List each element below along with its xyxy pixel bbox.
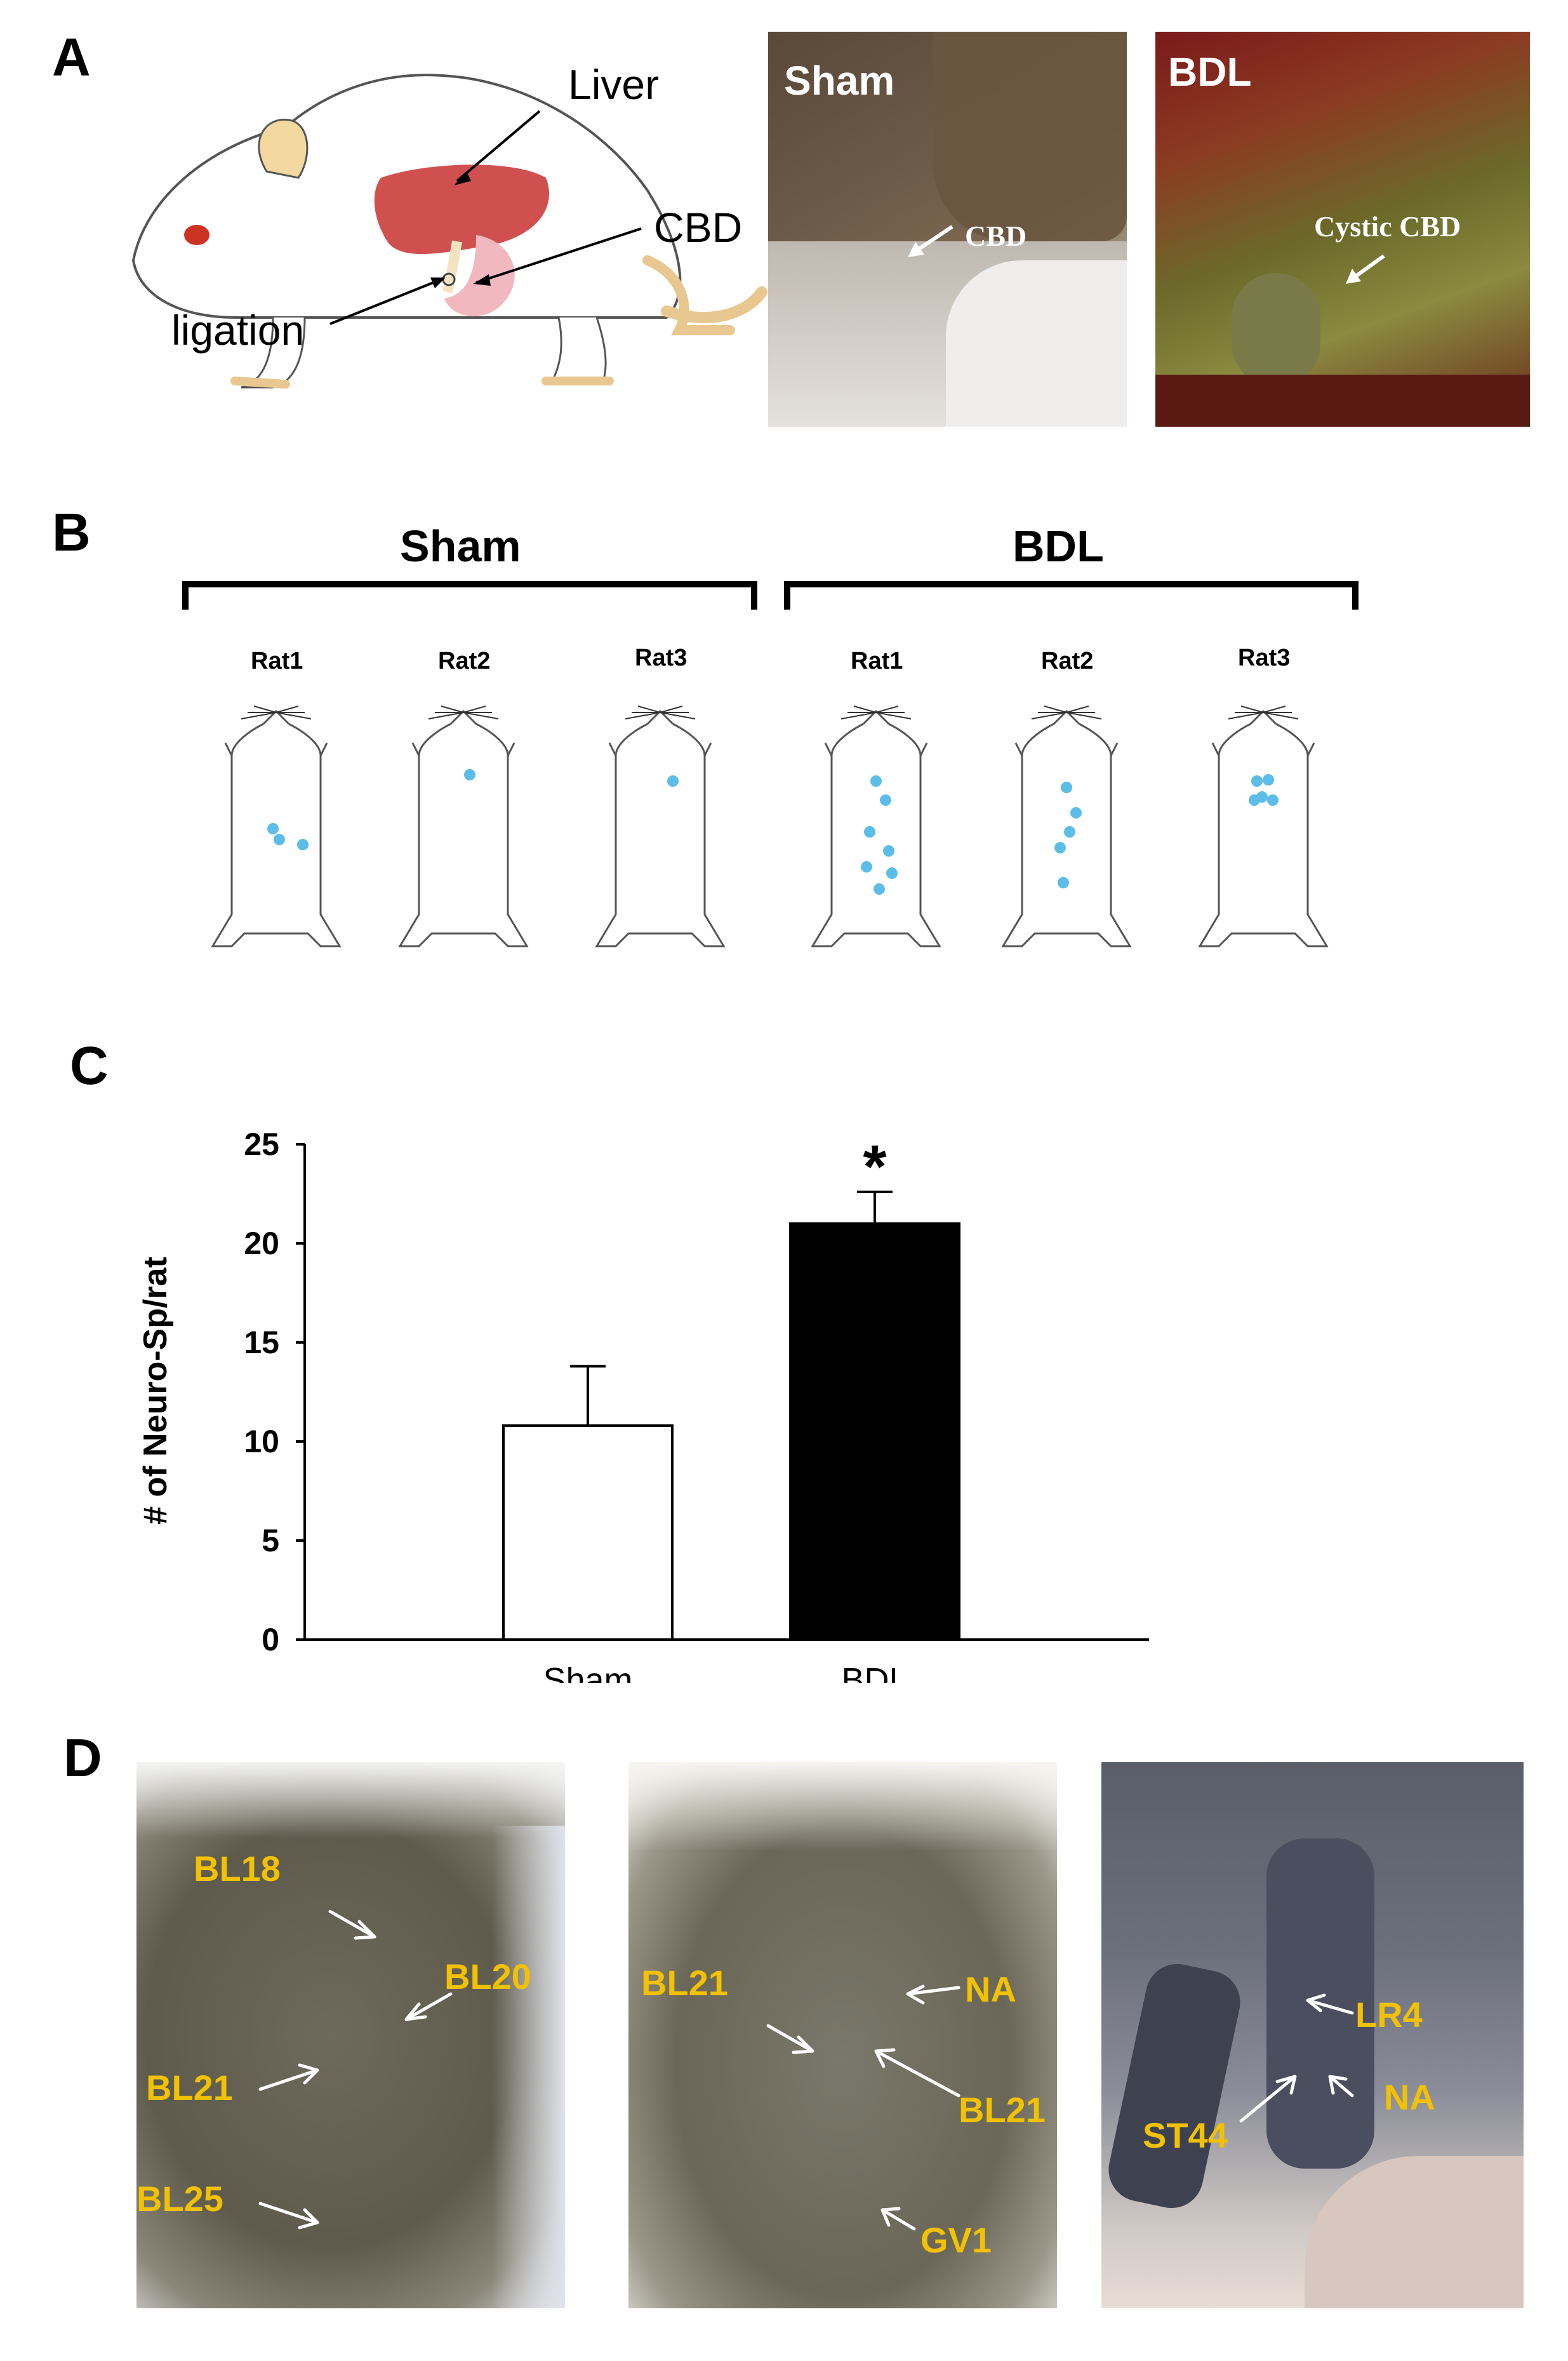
sham-rat1-silhouette	[211, 706, 342, 947]
photo3-label-st44: ST44	[1143, 2115, 1228, 2155]
panel-letter-b: B	[52, 502, 91, 562]
liver-shape	[374, 164, 550, 254]
x-tick-label-bdl: BDL	[841, 1661, 908, 1683]
group-brackets	[182, 581, 1359, 610]
y-tick-label: 5	[262, 1523, 279, 1558]
panel-letter-a: A	[52, 27, 91, 87]
photo-back-1	[136, 1762, 565, 2308]
photo1-label-bl18: BL18	[194, 1849, 281, 1889]
bdl-group-label: BDL	[1013, 521, 1104, 571]
liver-label: Liver	[568, 61, 660, 108]
sham-rat2-label: Rat2	[438, 648, 491, 674]
neuro-spot	[1061, 782, 1072, 793]
neuro-spot	[1263, 774, 1274, 786]
bdl-photo-title: BDL	[1168, 49, 1252, 95]
bdl-rat1-label: Rat1	[851, 648, 903, 674]
rat-silhouettes	[211, 706, 1329, 947]
sham-photo	[768, 32, 1127, 427]
neuro-spot	[864, 826, 875, 838]
photo1-label-bl25: BL25	[136, 2179, 223, 2219]
neuro-spot	[1251, 775, 1263, 787]
bar-bdl	[789, 1222, 960, 1642]
sham-rat3-silhouette	[595, 706, 726, 947]
y-tick-label: 0	[262, 1622, 279, 1657]
x-tick-label-sham: Sham	[543, 1661, 632, 1683]
bdl-rat3-label: Rat3	[1238, 645, 1291, 671]
significance-star: *	[863, 1133, 887, 1201]
sham-rat1-label: Rat1	[251, 648, 303, 674]
neuro-spot	[870, 775, 882, 787]
neuro-spot	[1070, 807, 1082, 819]
rat-anatomy-diagram	[131, 74, 767, 389]
bdl-photo	[1155, 32, 1530, 427]
neuro-spot	[297, 839, 309, 850]
bdl-rat2-silhouette	[1001, 706, 1132, 947]
sham-rat3-label: Rat3	[635, 645, 688, 671]
neuro-spot	[464, 769, 475, 780]
neuro-spot	[667, 775, 679, 787]
neuro-spot	[274, 834, 285, 845]
neuro-spot	[1249, 794, 1260, 806]
sham-photo-title: Sham	[784, 58, 895, 104]
neuro-spot	[1058, 877, 1069, 888]
bdl-rat2-label: Rat2	[1041, 648, 1094, 674]
bar-sham	[502, 1424, 674, 1641]
bdl-rat3-silhouette	[1198, 706, 1329, 947]
panel-letter-d: D	[63, 1728, 102, 1788]
photo1-label-bl21: BL21	[146, 2068, 233, 2108]
photo2-label-bl21-right: BL21	[959, 2090, 1046, 2130]
sham-group-label: Sham	[400, 521, 521, 571]
sham-rat2-silhouette	[398, 706, 529, 947]
neuro-spot	[886, 867, 898, 879]
photo3-label-lr4: LR4	[1355, 1995, 1423, 2035]
sham-cbd-label: CBD	[965, 220, 1027, 252]
photo-hindlimb	[1101, 1762, 1524, 2308]
neuro-spot	[874, 883, 885, 895]
neuro-spot	[861, 861, 872, 873]
neuro-spot	[1267, 794, 1279, 806]
neuro-spot	[880, 794, 891, 806]
y-tick-label: 25	[244, 1127, 279, 1162]
photo2-label-gv1: GV1	[920, 2220, 992, 2260]
photo2-label-na: NA	[965, 1969, 1016, 2009]
neuro-spot	[1054, 842, 1066, 853]
photo2-label-bl21-left: BL21	[641, 1963, 728, 2003]
bdl-rat1-silhouette	[811, 706, 941, 947]
photo-back-2	[628, 1762, 1057, 2308]
photo1-label-bl20: BL20	[444, 1956, 531, 1996]
ligation-label: ligation	[171, 307, 305, 354]
y-tick-label: 10	[244, 1424, 279, 1459]
neuro-spot	[1064, 826, 1075, 838]
photo3-label-na: NA	[1384, 2077, 1435, 2117]
sham-cbd-arrow	[908, 225, 953, 257]
bdl-cbd-arrow	[1346, 254, 1385, 284]
neuro-sp-bar-chart: 0 5 10 15 20 25 Sham BDL # of Neuro-Sp/rat *	[137, 1127, 1149, 1683]
neuro-spot	[883, 845, 894, 857]
y-tick-label: 15	[244, 1325, 279, 1360]
panel-letter-c: C	[70, 1036, 109, 1095]
y-tick-label: 20	[244, 1226, 279, 1261]
y-axis-label: # of Neuro-Sp/rat	[137, 1257, 174, 1525]
cbd-label: CBD	[654, 204, 743, 251]
bdl-cbd-label: Cystic CBD	[1314, 210, 1461, 243]
neuro-spot	[267, 823, 279, 834]
